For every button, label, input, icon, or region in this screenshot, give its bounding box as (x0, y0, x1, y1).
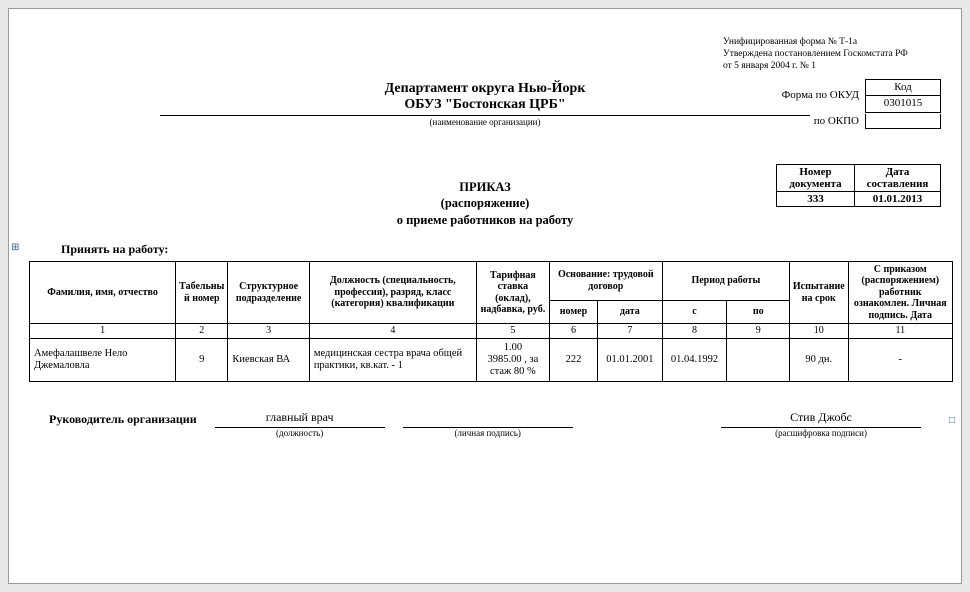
name-caption: (расшифровка подписи) (721, 428, 921, 438)
cell-basis-num: 222 (549, 338, 597, 381)
cell-acq: - (848, 338, 952, 381)
cell-pos: медицинская сестра врача общей практики,… (309, 338, 476, 381)
cell-period-to (727, 338, 790, 381)
okud-code: 0301015 (866, 96, 940, 112)
th-basis-group: Основание: трудовой договор (549, 261, 662, 300)
position-caption: (должность) (215, 428, 385, 438)
document-page: ⊞ □ Унифицированная форма № Т-1а Утвержд… (8, 8, 962, 584)
org-underline (160, 115, 810, 116)
cell-period-from: 01.04.1992 (662, 338, 727, 381)
okpo-label: по ОКПО (814, 115, 859, 129)
prikaz-sub2: о приеме работников на работу (29, 212, 941, 228)
docdate-label: Дата составления (855, 165, 941, 192)
colnum-10: 10 (790, 324, 848, 339)
th-period-to: по (727, 301, 790, 324)
th-pos: Должность (специальность, профессия), ра… (309, 261, 476, 324)
form-line-2: Утверждена постановлением Госкомстата РФ (723, 49, 941, 61)
signature-caption: (личная подпись) (403, 428, 573, 438)
docdate-value: 01.01.2013 (855, 192, 941, 207)
th-dept: Структурное подразделение (228, 261, 309, 324)
anchor-marker-left: ⊞ (11, 242, 19, 253)
form-meta: Унифицированная форма № Т-1а Утверждена … (723, 37, 941, 129)
colnum-8: 8 (662, 324, 727, 339)
th-acq: С приказом (распоряжением) работник озна… (848, 261, 952, 324)
employees-table: Фамилия, имя, отчество Табельный номер С… (29, 261, 953, 382)
doc-number-date-box: Номер документа Дата составления 333 01.… (776, 164, 941, 207)
colnum-6: 6 (549, 324, 597, 339)
kod-box: Код 0301015 (865, 79, 941, 114)
okpo-box (865, 114, 941, 129)
cell-dept: Киевская ВА (228, 338, 309, 381)
okud-label: Форма по ОКУД (782, 89, 859, 103)
th-tab: Табельный номер (176, 261, 228, 324)
colnum-7: 7 (597, 324, 662, 339)
docnum-value: 333 (777, 192, 855, 207)
colnum-1: 1 (30, 324, 176, 339)
signature-value (403, 410, 573, 425)
cell-tab: 9 (176, 338, 228, 381)
colnum-2: 2 (176, 324, 228, 339)
colnum-11: 11 (848, 324, 952, 339)
th-basis-date: дата (597, 301, 662, 324)
th-basis-num: номер (549, 301, 597, 324)
cell-rate: 1.00 3985.00 , за стаж 80 % (476, 338, 549, 381)
colnum-4: 4 (309, 324, 476, 339)
cell-fio: Амефалашвеле Нело Джемаловла (30, 338, 176, 381)
colnum-3: 3 (228, 324, 309, 339)
colnum-5: 5 (476, 324, 549, 339)
docnum-label: Номер документа (777, 165, 855, 192)
kod-header: Код (866, 80, 940, 97)
th-period-from: с (662, 301, 727, 324)
cell-trial: 90 дн. (790, 338, 848, 381)
name-value: Стив Джобс (721, 410, 921, 425)
th-trial: Испытание на срок (790, 261, 848, 324)
table-row: Амефалашвеле Нело Джемаловла 9 Киевская … (30, 338, 953, 381)
cell-basis-date: 01.01.2001 (597, 338, 662, 381)
signature-row: Руководитель организации главный врач (д… (49, 410, 941, 438)
accept-label: Принять на работу: (61, 242, 941, 257)
th-fio: Фамилия, имя, отчество (30, 261, 176, 324)
head-label: Руководитель организации (49, 410, 197, 427)
th-period-group: Период работы (662, 261, 789, 300)
th-rate: Тарифная ставка (оклад), надбавка, руб. (476, 261, 549, 324)
colnum-9: 9 (727, 324, 790, 339)
form-line-1: Унифицированная форма № Т-1а (723, 37, 941, 49)
anchor-marker-right: □ (949, 415, 955, 426)
position-value: главный врач (215, 410, 385, 425)
form-line-3: от 5 января 2004 г. № 1 (723, 61, 941, 73)
